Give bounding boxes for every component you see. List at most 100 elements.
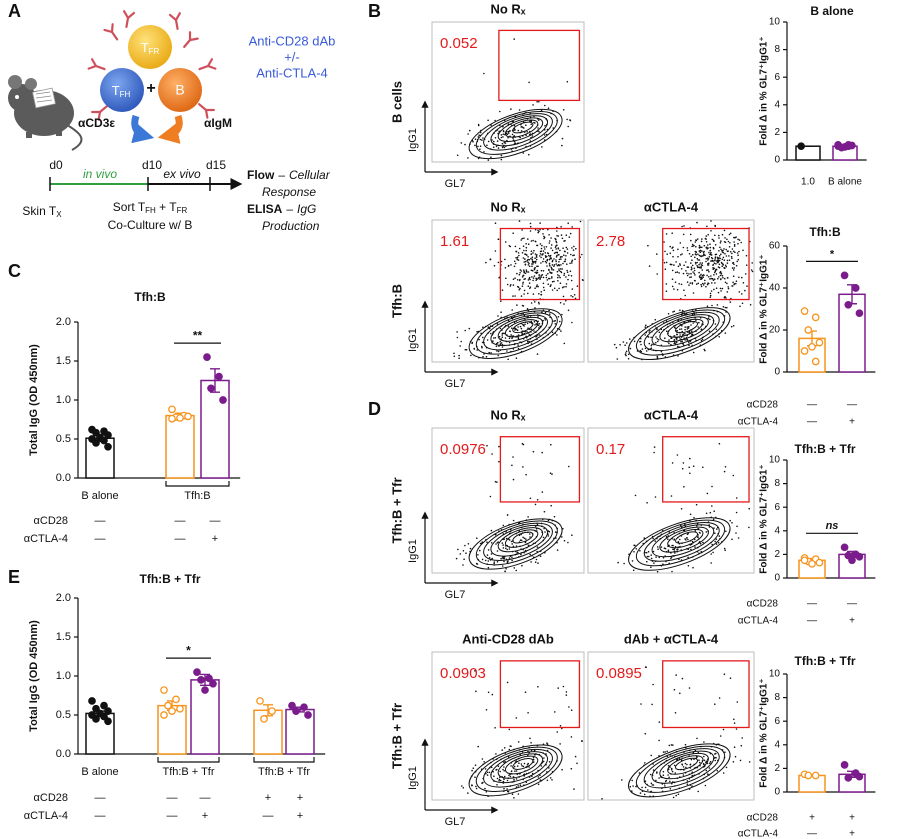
event-dot: [684, 332, 686, 335]
data-point: [848, 556, 856, 565]
event-dot: [566, 118, 568, 121]
data-point: [851, 284, 860, 292]
event-dot: [576, 762, 578, 765]
event-dot: [511, 464, 513, 467]
event-dot: [567, 541, 569, 544]
event-dot: [559, 276, 561, 279]
cell-label-main: T: [141, 40, 149, 55]
event-dot: [681, 225, 683, 228]
event-dot: [518, 289, 520, 291]
event-dot: [714, 259, 716, 261]
event-dot: [705, 241, 708, 243]
event-dot: [710, 553, 712, 555]
event-dot: [697, 326, 700, 328]
event-dot: [709, 760, 712, 763]
event-dot: [518, 273, 521, 276]
event-dot: [475, 787, 478, 790]
event-dot: [481, 558, 484, 561]
contour: [504, 755, 539, 775]
event-dot: [723, 547, 726, 550]
event-dot: [737, 537, 740, 539]
event-dot: [693, 279, 696, 282]
event-dot: [582, 279, 584, 282]
event-dot: [572, 254, 574, 257]
data-point: [844, 300, 853, 309]
event-dot: [644, 347, 647, 350]
event-dot: [705, 260, 707, 263]
event-dot: [706, 305, 709, 308]
data-point: [800, 556, 809, 565]
y-tick-label: 1.0: [56, 670, 71, 682]
event-dot: [690, 324, 692, 326]
event-dot: [485, 709, 488, 711]
event-dot: [550, 272, 553, 275]
event-dot: [524, 272, 527, 275]
event-dot: [453, 355, 456, 358]
day-label: d15: [206, 158, 226, 172]
event-dot: [506, 548, 509, 551]
event-dot: [563, 342, 566, 345]
event-dot: [670, 744, 673, 746]
event-dot: [650, 336, 652, 339]
event-dot: [476, 537, 478, 539]
event-dot: [694, 546, 696, 548]
gate: [499, 227, 581, 301]
y-tick-label: 0: [774, 787, 780, 798]
event-dot: [714, 282, 716, 284]
event-dot: [484, 768, 487, 770]
contour: [504, 119, 539, 138]
event-dot: [486, 144, 488, 147]
y-tick-label: 0.5: [56, 709, 71, 721]
contour: [667, 528, 704, 549]
event-dot: [702, 762, 705, 765]
event-dot: [520, 327, 523, 330]
event-dot: [679, 334, 681, 336]
event-dot: [689, 457, 691, 460]
contour: [635, 519, 726, 567]
event-dot: [506, 788, 508, 790]
event-dot: [557, 687, 559, 689]
treatment-mark: —: [175, 533, 186, 545]
event-dot: [731, 252, 733, 255]
y-tick-label: 0.5: [56, 433, 71, 445]
event-dot: [534, 257, 536, 260]
event-dot: [512, 137, 514, 139]
y-tick-label: 8: [774, 692, 780, 703]
event-dot: [549, 777, 552, 779]
event-dot: [709, 296, 712, 299]
event-dot: [739, 305, 741, 308]
event-dot: [741, 302, 744, 305]
event-dot: [662, 770, 665, 773]
event-dot: [698, 263, 700, 266]
event-dot: [548, 767, 550, 769]
event-dot: [509, 130, 511, 133]
event-dot: [713, 527, 715, 529]
event-dot: [493, 337, 495, 339]
event-dot: [537, 265, 539, 268]
event-dot: [676, 758, 679, 761]
event-dot: [738, 276, 740, 279]
event-dot: [498, 445, 500, 448]
event-dot: [514, 329, 516, 331]
event-dot: [676, 288, 679, 291]
event-dot: [682, 233, 685, 236]
treatment-mark: +: [265, 792, 271, 804]
event-dot: [706, 274, 708, 277]
event-dot: [497, 147, 500, 149]
event-dot: [647, 244, 649, 247]
event-dot: [725, 248, 727, 251]
event-dot: [691, 245, 693, 248]
event-dot: [516, 279, 519, 281]
data-point: [201, 686, 209, 694]
event-dot: [751, 262, 753, 264]
contour: [651, 524, 715, 558]
event-dot: [574, 755, 577, 758]
event-dot: [530, 250, 533, 252]
event-dot: [513, 567, 516, 569]
event-dot: [457, 548, 459, 551]
event-dot: [720, 248, 722, 251]
event-dot: [573, 245, 575, 248]
event-dot: [519, 136, 521, 139]
event-dot: [536, 101, 538, 103]
